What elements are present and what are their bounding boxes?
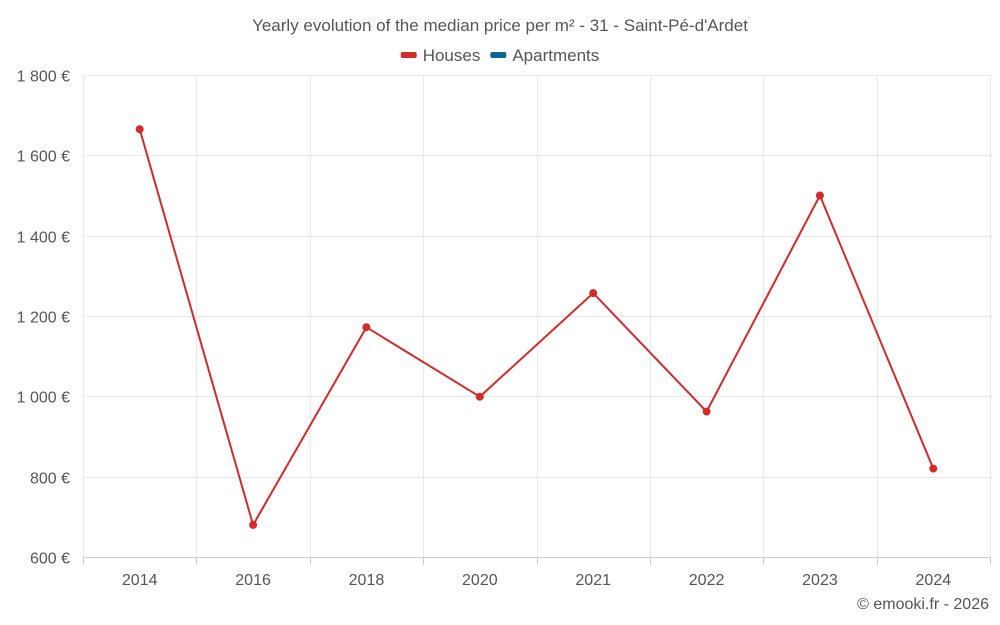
y-tick-label: 800 € — [30, 471, 70, 488]
data-point[interactable] — [362, 323, 371, 332]
data-point[interactable] — [589, 289, 598, 298]
data-point[interactable] — [929, 464, 938, 473]
x-tick-label: 2016 — [235, 572, 271, 589]
y-tick-label: 1 000 € — [17, 390, 70, 407]
series-layer — [135, 125, 938, 529]
x-tick-label: 2020 — [462, 572, 498, 589]
credit-text: © emooki.fr - 2026 — [857, 596, 989, 613]
legend-label: Houses — [423, 46, 481, 65]
legend-label: Apartments — [512, 46, 599, 65]
x-tick-label: 2023 — [802, 572, 838, 589]
grid — [83, 75, 991, 558]
x-tick-label: 2014 — [122, 572, 158, 589]
data-point[interactable] — [702, 407, 711, 416]
data-point[interactable] — [135, 125, 144, 134]
x-tick-label: 2021 — [575, 572, 611, 589]
y-tick-label: 1 600 € — [17, 149, 70, 166]
data-point[interactable] — [475, 392, 484, 401]
chart-title: Yearly evolution of the median price per… — [252, 16, 748, 35]
y-tick-label: 600 € — [30, 551, 70, 568]
x-tick-label: 2022 — [689, 572, 725, 589]
y-tick-label: 1 200 € — [17, 310, 70, 327]
y-tick-label: 1 400 € — [17, 230, 70, 247]
legend: Houses Apartments — [400, 46, 599, 65]
x-tick-label: 2024 — [916, 572, 952, 589]
x-tick-label: 2018 — [349, 572, 385, 589]
legend-swatch — [400, 52, 417, 58]
series-line-houses — [138, 128, 935, 526]
legend-swatch — [490, 52, 507, 58]
data-point[interactable] — [815, 191, 824, 200]
y-tick-label: 1 800 € — [17, 69, 70, 86]
axes: 600 € 800 € 1 000 € 1 200 € 1 400 € 1 600 € 1 … — [17, 69, 991, 589]
legend-item-apartments[interactable]: Apartments — [490, 46, 599, 65]
legend-item-houses[interactable]: Houses — [400, 46, 481, 65]
data-point[interactable] — [249, 520, 258, 529]
